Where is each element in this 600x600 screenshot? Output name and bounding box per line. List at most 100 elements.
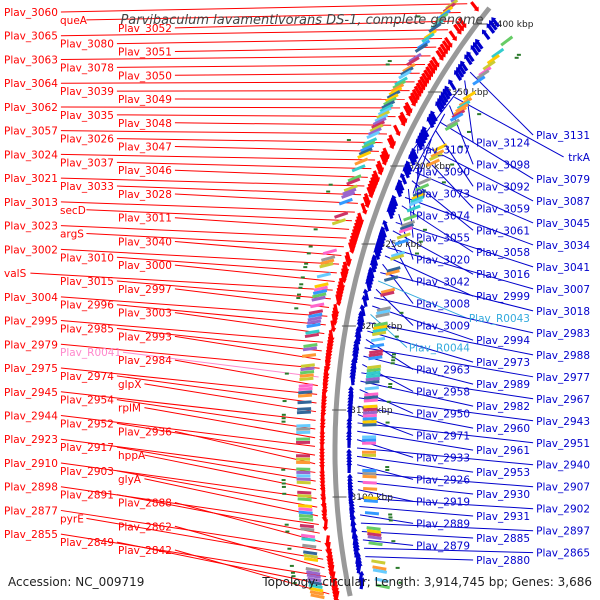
left-label-connector xyxy=(60,462,317,499)
gene-label-right: Plav_3034 xyxy=(536,240,590,252)
cog-color-bar xyxy=(386,90,401,100)
reverse-gene-arrow xyxy=(386,207,394,220)
cog-color-bar xyxy=(363,495,378,500)
right-label-connector xyxy=(392,230,474,275)
cog-color-bar xyxy=(299,373,314,378)
left-label-connector xyxy=(60,81,415,84)
cog-color-bar xyxy=(380,290,395,297)
cog-color-bar xyxy=(297,497,312,502)
gene-label-left: Plav_2910 xyxy=(4,458,58,470)
left-label-connector xyxy=(174,312,325,335)
gene-label-left: rplM xyxy=(118,403,141,415)
right-label-connector xyxy=(364,547,534,554)
reverse-gene-arrow xyxy=(345,435,352,448)
cog-color-bar xyxy=(312,289,328,295)
right-label-connector xyxy=(361,372,534,400)
reverse-gene-arrow xyxy=(394,185,402,198)
gene-label-right: Plav_2994 xyxy=(476,335,530,347)
left-label-connector xyxy=(60,248,340,265)
cog-color-bar xyxy=(381,100,396,110)
gene-label-left: glpX xyxy=(118,379,141,391)
cog-color-bar xyxy=(426,158,441,168)
gene-label-left: glyA xyxy=(118,474,142,486)
cog-color-bar xyxy=(296,410,312,415)
gene-label-left: Plav_3063 xyxy=(4,54,58,66)
reverse-gene-arrow xyxy=(410,147,419,160)
right-label-connector xyxy=(365,338,414,370)
cog-color-bar xyxy=(444,121,459,131)
cog-color-bar xyxy=(310,593,325,600)
gene-label-left: Plav_3078 xyxy=(60,62,114,74)
left-label-connector xyxy=(116,304,326,326)
gene-label-left: Plav_3080 xyxy=(60,39,114,51)
forward-gene-arrow xyxy=(439,43,448,55)
green-marker xyxy=(289,564,294,567)
gene-label-left: Plav_3033 xyxy=(60,181,114,193)
green-marker xyxy=(282,400,287,403)
gene-label-right: Plav_2940 xyxy=(536,460,590,472)
left-label-connector xyxy=(60,106,401,109)
right-label-connector xyxy=(362,539,414,546)
green-marker xyxy=(391,353,396,356)
green-marker xyxy=(388,383,393,386)
gene-label-left: Plav_3004 xyxy=(4,292,58,304)
green-marker xyxy=(466,130,471,133)
gene-label-right: Plav_3124 xyxy=(476,137,530,149)
gene-label-left: Plav_2945 xyxy=(4,387,58,399)
green-marker xyxy=(313,228,318,231)
cog-color-bar xyxy=(389,253,405,261)
forward-gene-arrow xyxy=(330,320,337,333)
gene-label-left: Plav_3021 xyxy=(4,173,58,185)
cog-color-bar xyxy=(369,343,385,349)
cog-color-bar xyxy=(296,437,311,441)
left-label-connector xyxy=(116,422,316,456)
gene-label-left: Plav_2855 xyxy=(4,529,58,541)
gene-label-right: Plav_2865 xyxy=(536,548,590,560)
left-label-connector xyxy=(116,399,316,430)
accession-text: Accession: NC_009719 xyxy=(8,575,144,589)
gene-label-right: Plav_3055 xyxy=(416,233,470,245)
reverse-gene-arrow xyxy=(486,23,496,34)
gene-label-left: Plav_3002 xyxy=(4,244,58,256)
gene-label-right: Plav_2902 xyxy=(536,504,590,516)
gene-label-left: Plav_2842 xyxy=(118,545,172,557)
reverse-gene-arrow xyxy=(351,526,358,540)
gene-label-left: Plav_2984 xyxy=(118,355,172,367)
forward-gene-arrow xyxy=(399,111,408,124)
cog-color-bar xyxy=(390,83,405,93)
right-label-connector xyxy=(454,96,564,158)
right-label-connector xyxy=(365,556,474,561)
gene-label-right: Plav_2983 xyxy=(536,328,590,340)
reverse-gene-arrow xyxy=(402,166,410,179)
left-label-connector xyxy=(116,185,362,196)
forward-gene-arrow xyxy=(397,114,406,127)
right-label-connector xyxy=(407,188,414,238)
gene-label-left: Plav_2996 xyxy=(60,300,114,312)
right-label-connector xyxy=(377,280,468,319)
left-label-connector xyxy=(60,343,320,369)
right-label-connector xyxy=(439,121,534,180)
green-marker xyxy=(386,400,391,403)
forward-gene-arrow xyxy=(371,173,379,186)
gene-label-right: Plav_3058 xyxy=(476,247,530,259)
cog-color-bar xyxy=(364,386,379,391)
cog-color-bar xyxy=(394,238,409,246)
green-marker xyxy=(415,252,420,255)
left-label-connector xyxy=(174,335,321,361)
right-label-connector xyxy=(358,489,414,502)
gene-label-right: Plav_3073 xyxy=(416,189,470,201)
cog-color-bar xyxy=(304,332,320,339)
reverse-gene-arrow xyxy=(415,138,424,151)
cog-color-bar xyxy=(306,573,321,579)
right-label-connector xyxy=(426,146,534,202)
cog-color-bar xyxy=(299,517,314,522)
forward-gene-arrow xyxy=(435,49,444,61)
gene-label-right: Plav_2960 xyxy=(476,423,530,435)
cog-color-bar xyxy=(364,511,380,516)
cog-color-bar xyxy=(366,130,381,140)
cog-color-bar xyxy=(375,312,390,319)
left-label-connector xyxy=(60,177,365,187)
gene-label-left: Plav_2917 xyxy=(60,442,114,454)
forward-gene-arrow xyxy=(348,241,355,254)
gene-label-left: Plav_3060 xyxy=(4,7,58,19)
